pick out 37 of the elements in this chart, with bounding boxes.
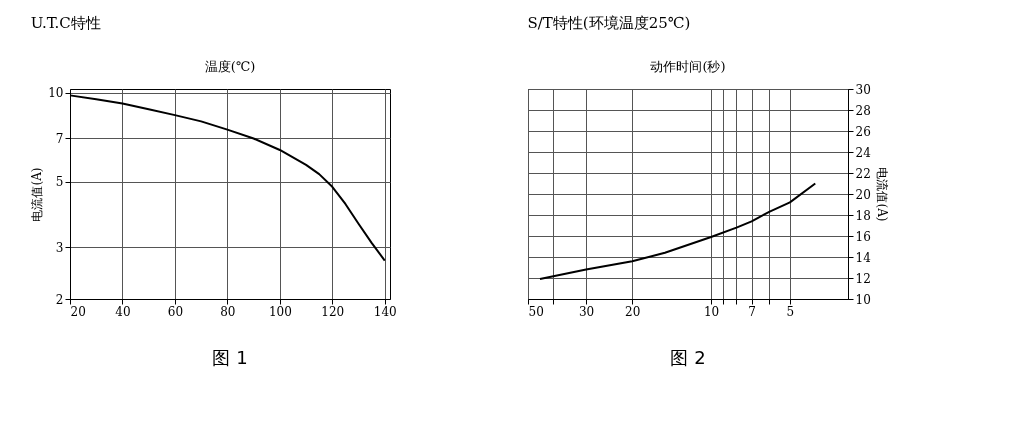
y-axis-title: 电流值(A) xyxy=(874,167,889,222)
y-tick-label: 10 xyxy=(855,292,871,307)
y-tick-label: 10 xyxy=(48,86,64,101)
x-tick-label: 10 xyxy=(703,304,720,319)
caption: 图 2 xyxy=(670,347,706,368)
y-tick-label: 18 xyxy=(855,208,871,223)
x-tick-label: 100 xyxy=(268,304,292,319)
y-tick-label: 16 xyxy=(855,229,871,244)
y-axis-title: 电流值(A) xyxy=(30,167,45,222)
x-tick-label: 20 xyxy=(625,304,641,319)
x-tick-label: 7 xyxy=(748,304,756,319)
x-tick-label: 50 xyxy=(528,304,544,319)
y-tick-label: 24 xyxy=(855,145,872,160)
x-tick-label: 60 xyxy=(167,304,184,319)
y-tick-label: 26 xyxy=(855,124,871,139)
y-tick-label: 5 xyxy=(55,175,64,190)
y-tick-label: 3 xyxy=(55,240,64,255)
x-tick-label: 5 xyxy=(786,304,795,319)
x-tick-label: 140 xyxy=(373,304,397,319)
chart-title: U.T.C特性 xyxy=(30,14,101,32)
caption: 图 1 xyxy=(212,347,248,368)
x-tick-label: 120 xyxy=(321,304,345,319)
y-tick-label: 28 xyxy=(855,103,871,118)
y-tick-label: 22 xyxy=(855,166,871,181)
y-tick-label: 2 xyxy=(55,292,64,307)
y-tick-label: 20 xyxy=(855,187,871,202)
x-tick-label: 80 xyxy=(220,304,236,319)
x-axis-title: 动作时间(秒) xyxy=(650,59,726,74)
y-tick-label: 30 xyxy=(855,82,871,97)
chart-title: S/T特性(环境温度25℃) xyxy=(527,14,691,32)
x-tick-label: 30 xyxy=(578,304,595,319)
y-tick-label: 7 xyxy=(55,131,64,146)
x-axis-title: 温度(℃) xyxy=(204,59,256,74)
x-tick-label: 20 xyxy=(70,304,86,319)
y-tick-label: 14 xyxy=(855,250,872,265)
x-tick-label: 40 xyxy=(115,304,131,319)
y-tick-label: 12 xyxy=(855,271,871,286)
